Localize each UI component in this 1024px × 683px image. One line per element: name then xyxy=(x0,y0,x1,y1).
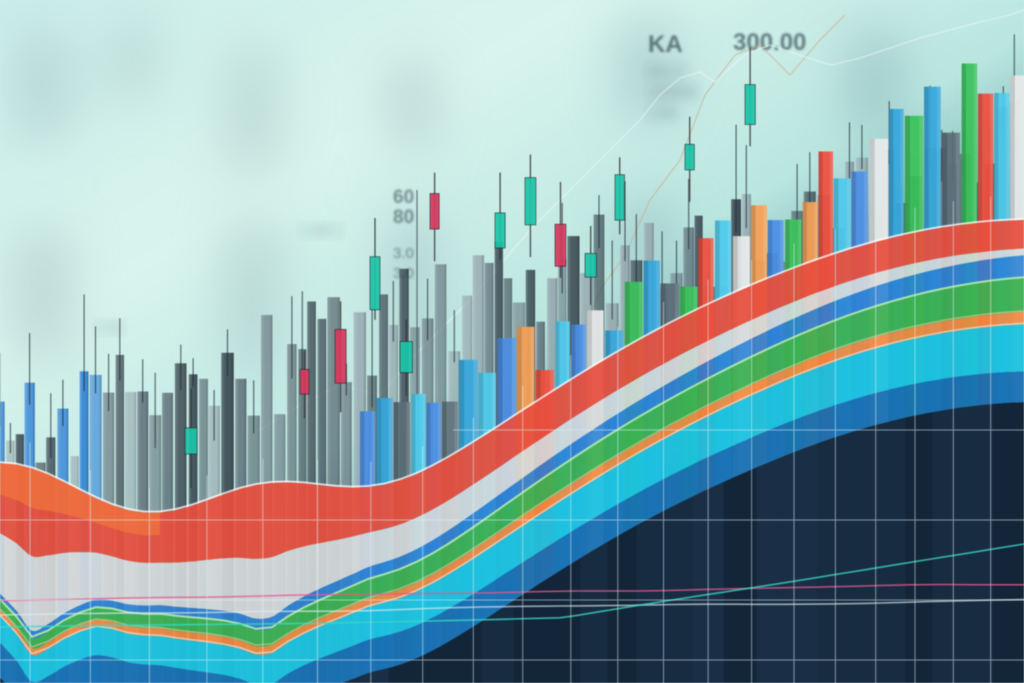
svg-text:80: 80 xyxy=(393,207,414,228)
svg-text:3.0: 3.0 xyxy=(393,265,414,282)
svg-text:3.0: 3.0 xyxy=(393,245,414,262)
svg-text:1.00.0: 1.00.0 xyxy=(300,222,342,239)
svg-text:1.56: 1.56 xyxy=(648,105,677,122)
svg-text:KA: KA xyxy=(648,31,683,58)
svg-text:109090: 109090 xyxy=(648,84,698,101)
svg-text:60: 60 xyxy=(393,187,414,208)
svg-text:311.0: 311.0 xyxy=(648,63,684,80)
